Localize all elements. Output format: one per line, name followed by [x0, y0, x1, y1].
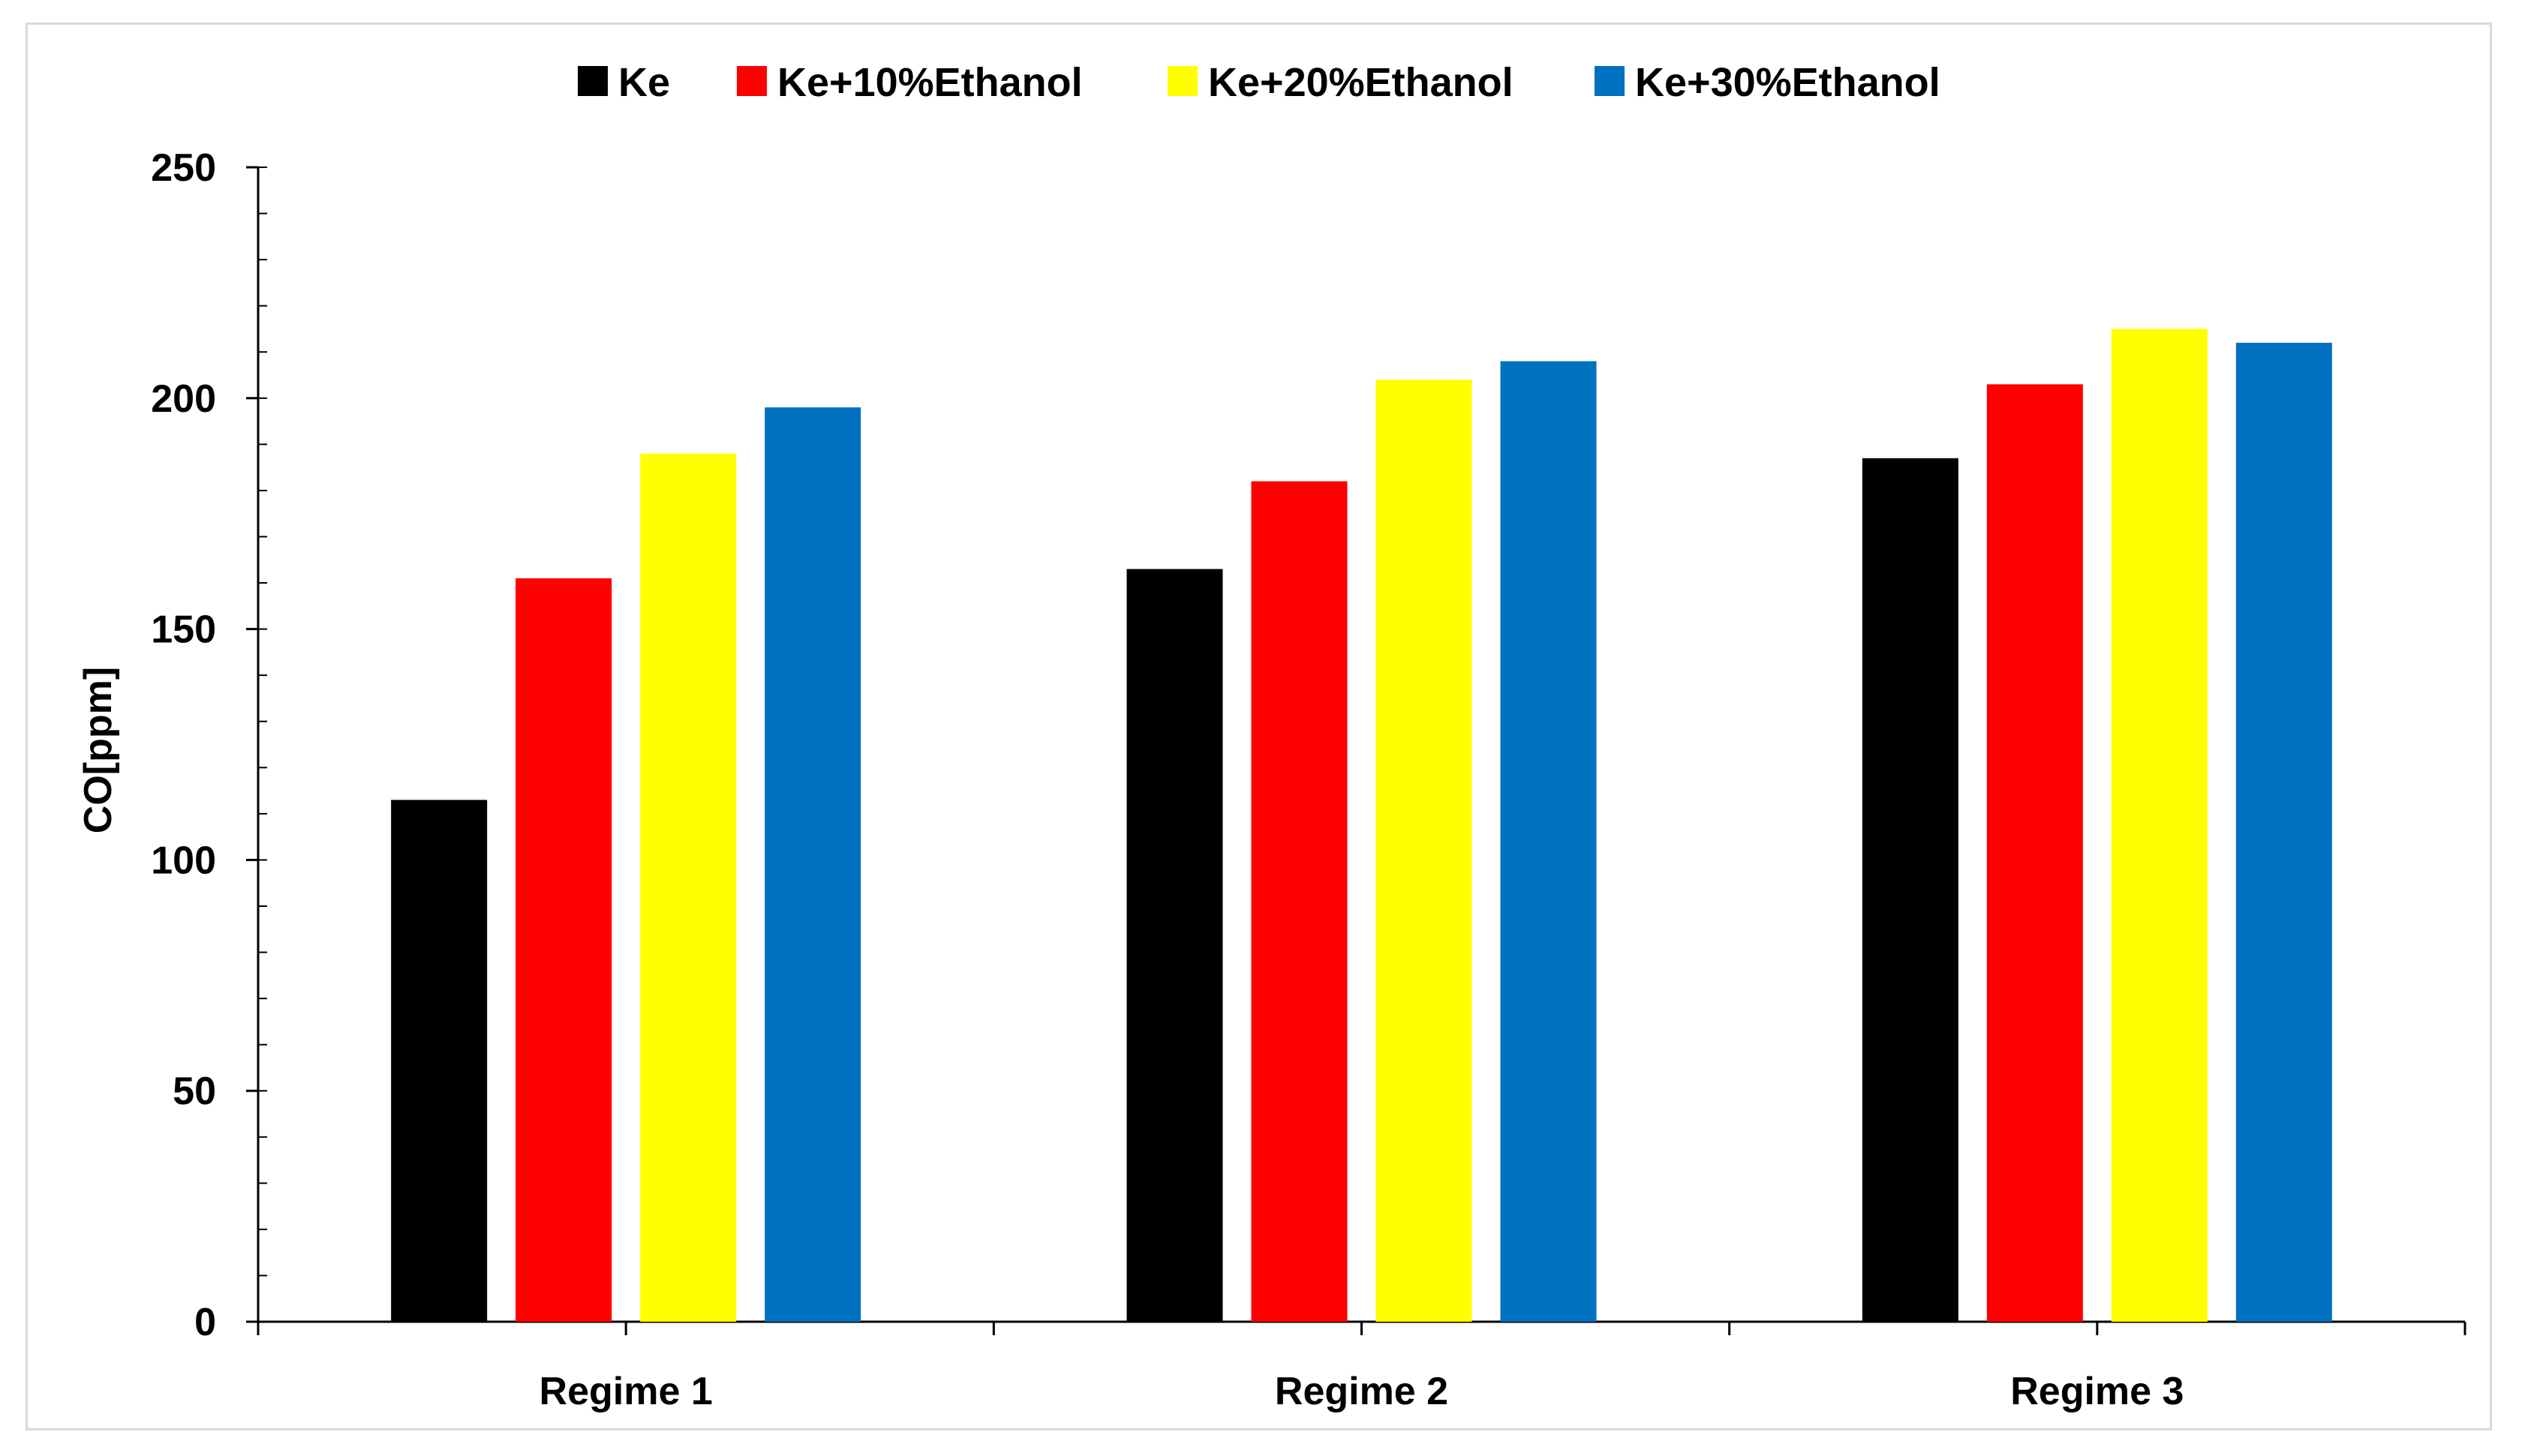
y-tick-label: 50	[173, 1070, 216, 1113]
bar-ke-regime-2	[1126, 569, 1223, 1322]
y-axis: 0 50 100 150 200 250	[151, 146, 267, 1344]
bar-ke-regime-3	[1862, 458, 1958, 1322]
y-tick-label: 150	[151, 608, 216, 652]
y-tick-label: 200	[151, 377, 216, 421]
legend-label: Ke+30%Ethanol	[1635, 60, 1940, 105]
bar-ke-10-ethanol-regime-3	[1986, 384, 2083, 1322]
legend-swatch	[1168, 66, 1198, 96]
bar-ke-10-ethanol-regime-1	[516, 578, 612, 1322]
bars	[391, 329, 2332, 1322]
y-tick-label: 250	[151, 146, 216, 190]
bar-ke-30-ethanol-regime-3	[2235, 342, 2332, 1322]
legend-swatch	[737, 66, 767, 96]
y-tick-label: 100	[151, 839, 216, 882]
legend-label: Ke+20%Ethanol	[1208, 60, 1514, 105]
bar-ke-30-ethanol-regime-2	[1500, 361, 1597, 1322]
x-tick-label: Regime 3	[2010, 1370, 2184, 1413]
x-tick-label: Regime 1	[540, 1370, 713, 1413]
legend: Ke Ke+10%Ethanol Ke+20%Ethanol Ke+30%Ethano…	[578, 60, 1940, 105]
legend-label: Ke	[618, 60, 670, 105]
bar-ke-20-ethanol-regime-1	[640, 453, 737, 1322]
bar-ke-30-ethanol-regime-1	[765, 407, 861, 1322]
bar-ke-10-ethanol-regime-2	[1251, 481, 1348, 1322]
bar-ke-regime-1	[391, 800, 488, 1322]
legend-swatch	[578, 66, 608, 96]
bar-ke-20-ethanol-regime-3	[2111, 329, 2208, 1322]
bar-ke-20-ethanol-regime-2	[1375, 380, 1472, 1322]
legend-swatch	[1595, 66, 1625, 96]
legend-label: Ke+10%Ethanol	[777, 60, 1083, 105]
y-tick-label: 0	[194, 1301, 216, 1344]
x-axis: Regime 1 Regime 2 Regime 3	[257, 1320, 2466, 1413]
x-tick-label: Regime 2	[1275, 1370, 1448, 1413]
y-axis-title: CO[ppm]	[77, 667, 120, 833]
